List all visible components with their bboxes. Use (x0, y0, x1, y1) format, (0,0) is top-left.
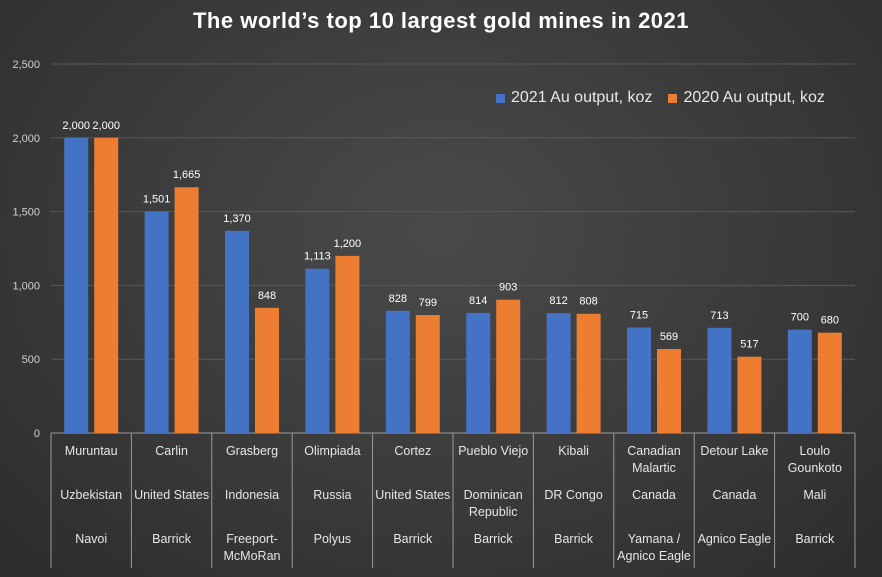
category-owner-label: Barrick (795, 532, 835, 546)
data-label-2021: 828 (389, 293, 407, 305)
bar-2020 (174, 187, 199, 433)
bar-2020 (496, 299, 521, 433)
data-label-2021: 715 (630, 309, 648, 321)
category-country-label: United States (375, 488, 450, 502)
legend-label-2020: 2020 Au output, koz (683, 89, 825, 106)
data-label-2020: 903 (499, 282, 517, 294)
category-mine-label: Loulo (800, 444, 831, 458)
bar-2021 (385, 310, 410, 433)
legend-label-2021: 2021 Au output, koz (511, 89, 653, 106)
data-label-2020: 517 (740, 339, 758, 351)
bar-2020 (94, 137, 119, 434)
category-owner-label: Agnico Eagle (698, 532, 772, 546)
category-owner-label: Freeport- (226, 532, 277, 546)
category-mine-label: Detour Lake (700, 444, 768, 458)
data-label-2020: 1,200 (334, 238, 362, 250)
category-mine-label: Olimpiada (304, 444, 360, 458)
bar-2021 (627, 327, 651, 433)
category-mine-label: Malartic (632, 461, 676, 475)
data-label-2021: 1,113 (304, 251, 331, 263)
category-country-label: DR Congo (544, 488, 602, 502)
category-mine-label: Pueblo Viejo (458, 444, 528, 458)
bar-2020 (255, 307, 279, 433)
bar-2021 (546, 313, 571, 433)
category-mine-label: Cortez (394, 444, 431, 458)
category-mine-label: Carlin (155, 444, 188, 458)
data-label-2020: 799 (419, 297, 437, 309)
legend-item-2021: 2021 Au output, koz (496, 89, 652, 107)
bar-2021 (707, 327, 732, 433)
data-label-2020: 1,665 (173, 169, 201, 181)
data-label-2020: 569 (660, 331, 678, 343)
category-mine-label: Grasberg (226, 444, 278, 458)
data-label-2021: 812 (549, 295, 567, 307)
y-tick-label: 500 (22, 354, 40, 366)
category-owner-label: Navoi (75, 532, 107, 546)
chart-title: The world’s top 10 largest gold mines in… (192, 8, 690, 33)
y-tick-label: 2,000 (12, 133, 40, 145)
category-mine-label: Kibali (558, 444, 589, 458)
legend-swatch-2020 (668, 93, 678, 103)
data-label-2021: 1,501 (143, 193, 171, 205)
data-label-2021: 713 (710, 310, 728, 322)
category-country-label: Uzbekistan (60, 488, 122, 502)
category-owner-label: McMoRan (224, 549, 281, 563)
bar-2020 (415, 315, 440, 433)
category-owner-label: Barrick (152, 532, 192, 546)
y-tick-label: 1,000 (12, 280, 40, 292)
category-owner-label: Polyus (314, 532, 352, 546)
bar-2021 (787, 329, 812, 433)
bar-2021 (144, 211, 169, 433)
category-country-label: Indonesia (225, 488, 279, 502)
data-label-2020: 680 (821, 315, 839, 327)
category-country-label: United States (134, 488, 209, 502)
data-label-2020: 808 (579, 296, 597, 308)
bar-2021 (305, 268, 330, 433)
category-owner-label: Barrick (393, 532, 433, 546)
bar-2021 (64, 137, 89, 434)
data-label-2021: 814 (469, 295, 487, 307)
category-country-label: Canada (713, 488, 757, 502)
category-country-label: Russia (313, 488, 351, 502)
bar-2021 (225, 230, 249, 433)
category-owner-label: Barrick (554, 532, 594, 546)
y-tick-label: 2,500 (12, 59, 40, 71)
legend-item-2020: 2020 Au output, koz (668, 89, 825, 107)
category-mine-label: Canadian (627, 444, 681, 458)
data-label-2021: 700 (791, 312, 809, 324)
data-label-2020: 2,000 (92, 120, 120, 132)
category-country-label: Dominican (464, 488, 523, 502)
category-mine-label: Gounkoto (788, 461, 842, 475)
bar-2020 (657, 349, 681, 433)
category-owner-label: Agnico Eagle (617, 549, 691, 563)
legend-swatch-2021 (496, 93, 505, 103)
category-mine-label: Muruntau (65, 444, 118, 458)
category-country-label: Mali (803, 488, 826, 502)
y-tick-label: 0 (34, 428, 40, 440)
y-tick-label: 1,500 (12, 207, 40, 219)
data-label-2021: 1,370 (223, 213, 251, 225)
category-owner-label: Barrick (474, 532, 514, 546)
bar-2020 (576, 313, 601, 433)
bar-2020 (737, 356, 762, 433)
bar-2020 (817, 332, 842, 433)
legend: 2021 Au output, koz 2020 Au output, koz (496, 89, 841, 107)
data-label-2020: 848 (258, 290, 276, 302)
category-country-label: Republic (469, 505, 518, 519)
data-label-2021: 2,000 (62, 120, 90, 132)
category-owner-label: Yamana / (628, 532, 681, 546)
category-country-label: Canada (632, 488, 676, 502)
bar-2021 (466, 312, 491, 433)
bar-2020 (335, 255, 360, 433)
